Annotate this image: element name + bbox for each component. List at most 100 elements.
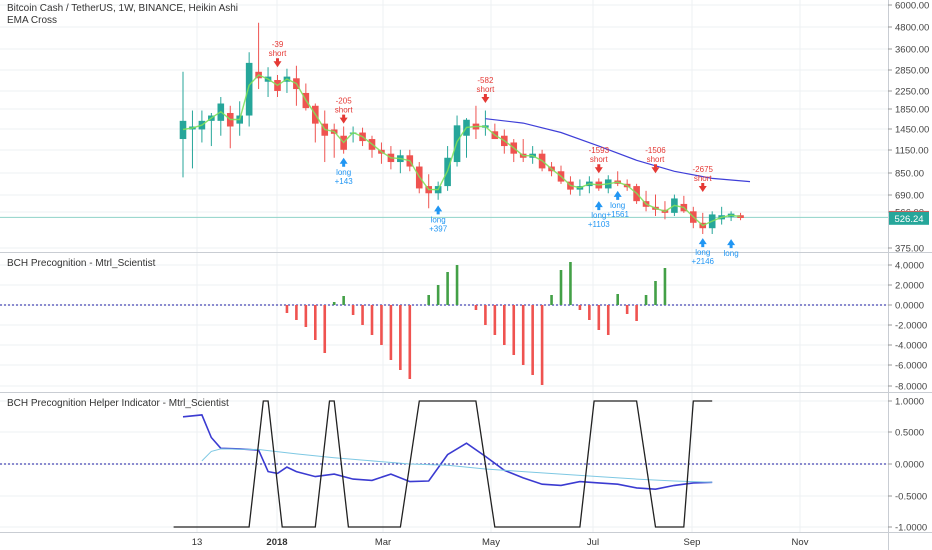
long-signal-label: long [695, 248, 710, 257]
x-tick-label: 2018 [266, 537, 287, 548]
oscillator-bar-negative[interactable] [351, 305, 355, 315]
oscillator-bar-negative[interactable] [606, 305, 610, 335]
y-tick-label: 1450.00 [895, 125, 929, 136]
long-signal-label: long [610, 201, 625, 210]
oscillator-bar-negative[interactable] [361, 305, 364, 325]
oscillator-bar-positive[interactable] [663, 268, 667, 305]
y-tick-label: 2850.00 [895, 66, 929, 77]
long-arrow-icon [613, 190, 622, 200]
y-tick-label: 3600.00 [895, 45, 929, 56]
short-signal-label: short [590, 155, 609, 164]
long-arrow-icon [434, 205, 443, 215]
long-signal-value: +2146 [692, 257, 715, 266]
helper-signal-line [201, 448, 713, 483]
oscillator-bar-negative[interactable] [323, 305, 327, 353]
long-signal-value: +1103 [588, 220, 610, 229]
oscillator-bar-negative[interactable] [635, 305, 638, 321]
symbol-title[interactable]: Bitcoin Cash / TetherUS, 1W, BINANCE, He… [7, 3, 239, 14]
oscillator-bar-negative[interactable] [285, 305, 289, 313]
short-signal-value: -1506 [645, 146, 666, 155]
main-pane-legend: Bitcoin Cash / TetherUS, 1W, BINANCE, He… [7, 3, 238, 27]
oscillator-pane-legend: BCH Precognition - Mtrl_Scientist [7, 258, 155, 270]
short-arrow-icon [594, 164, 603, 174]
short-signal-label: short [647, 155, 666, 164]
oscillator-bar-positive[interactable] [446, 272, 449, 305]
short-signal-value: -205 [336, 97, 353, 106]
y-tick-label: -0.5000 [895, 492, 927, 503]
short-arrow-icon [698, 183, 707, 193]
oscillator-bar-negative[interactable] [578, 305, 582, 310]
y-tick-label: 1150.00 [895, 146, 929, 157]
oscillator-bar-negative[interactable] [493, 305, 497, 335]
fast-ma-line [182, 74, 741, 227]
y-tick-label: -6.0000 [895, 361, 927, 372]
oscillator-bar-positive[interactable] [332, 302, 336, 305]
candle-down[interactable] [737, 215, 744, 219]
oscillator-bar-positive[interactable] [569, 262, 572, 305]
y-tick-label: 375.00 [895, 244, 924, 255]
oscillator-bar-negative[interactable] [399, 305, 402, 370]
oscillator-bar-negative[interactable] [521, 305, 525, 365]
oscillator-bar-negative[interactable] [588, 305, 591, 320]
helper-study-label[interactable]: BCH Precognition Helper Indicator - Mtrl… [7, 398, 229, 409]
oscillator-bar-positive[interactable] [342, 296, 345, 305]
helper-pane-legend: BCH Precognition Helper Indicator - Mtrl… [7, 398, 229, 410]
x-tick-label: Sep [684, 537, 701, 548]
oscillator-study-label[interactable]: BCH Precognition - Mtrl_Scientist [7, 258, 156, 269]
x-tick-label: Nov [792, 537, 809, 548]
y-tick-label: 690.00 [895, 191, 924, 202]
oscillator-bar-positive[interactable] [550, 295, 553, 305]
long-signal-label: long [591, 211, 606, 220]
y-tick-label: -4.0000 [895, 341, 927, 352]
oscillator-bar-negative[interactable] [512, 305, 516, 355]
long-signal-label: long [336, 168, 351, 177]
short-signal-value: -39 [272, 40, 284, 49]
oscillator-bar-negative[interactable] [540, 305, 544, 385]
candle-up[interactable] [179, 120, 187, 140]
y-tick-label: 2.0000 [895, 281, 924, 292]
long-arrow-icon [698, 238, 707, 248]
y-tick-label: 4.0000 [895, 261, 924, 272]
oscillator-bar-negative[interactable] [503, 305, 506, 345]
y-tick-label: 0.5000 [895, 428, 924, 439]
oscillator-bar-negative[interactable] [484, 305, 487, 325]
oscillator-bar-negative[interactable] [531, 305, 534, 375]
oscillator-bar-positive[interactable] [654, 281, 657, 305]
helper-main-line [182, 414, 713, 491]
oscillator-bar-positive[interactable] [559, 270, 563, 305]
y-tick-label: -1.0000 [895, 523, 927, 534]
oscillator-bar-negative[interactable] [474, 305, 478, 310]
oscillator-bar-negative[interactable] [389, 305, 393, 360]
ema-cross-study-label[interactable]: EMA Cross [7, 15, 58, 26]
oscillator-bar-negative[interactable] [625, 305, 629, 314]
short-signal-label: short [477, 85, 496, 94]
oscillator-bar-negative[interactable] [597, 305, 601, 330]
candle-up[interactable] [245, 62, 253, 116]
y-tick-label: -8.0000 [895, 382, 927, 393]
y-tick-label: 0.0000 [895, 460, 924, 471]
oscillator-bar-negative[interactable] [380, 305, 383, 345]
short-signal-value: -582 [477, 76, 494, 85]
oscillator-bar-positive[interactable] [644, 295, 648, 305]
oscillator-bar-negative[interactable] [314, 305, 317, 340]
y-tick-label: -2.0000 [895, 321, 927, 332]
oscillator-bar-negative[interactable] [408, 305, 412, 379]
oscillator-bar-negative[interactable] [370, 305, 374, 335]
long-signal-label: long [724, 249, 739, 258]
oscillator-bar-positive[interactable] [427, 295, 430, 305]
oscillator-bar-positive[interactable] [455, 265, 459, 305]
oscillator-bar-negative[interactable] [295, 305, 298, 320]
short-arrow-icon [273, 58, 282, 68]
oscillator-bar-positive[interactable] [616, 294, 619, 305]
long-arrow-icon [594, 201, 603, 211]
oscillator-bar-negative[interactable] [304, 305, 308, 327]
price-axis-label-text: 526.24 [894, 214, 923, 225]
short-arrow-icon [651, 164, 660, 174]
oscillator-bar-positive[interactable] [436, 285, 440, 305]
long-arrow-icon [339, 157, 348, 167]
long-signal-value: +1561 [606, 210, 629, 219]
short-signal-label: short [694, 174, 713, 183]
y-tick-label: 1850.00 [895, 105, 929, 116]
